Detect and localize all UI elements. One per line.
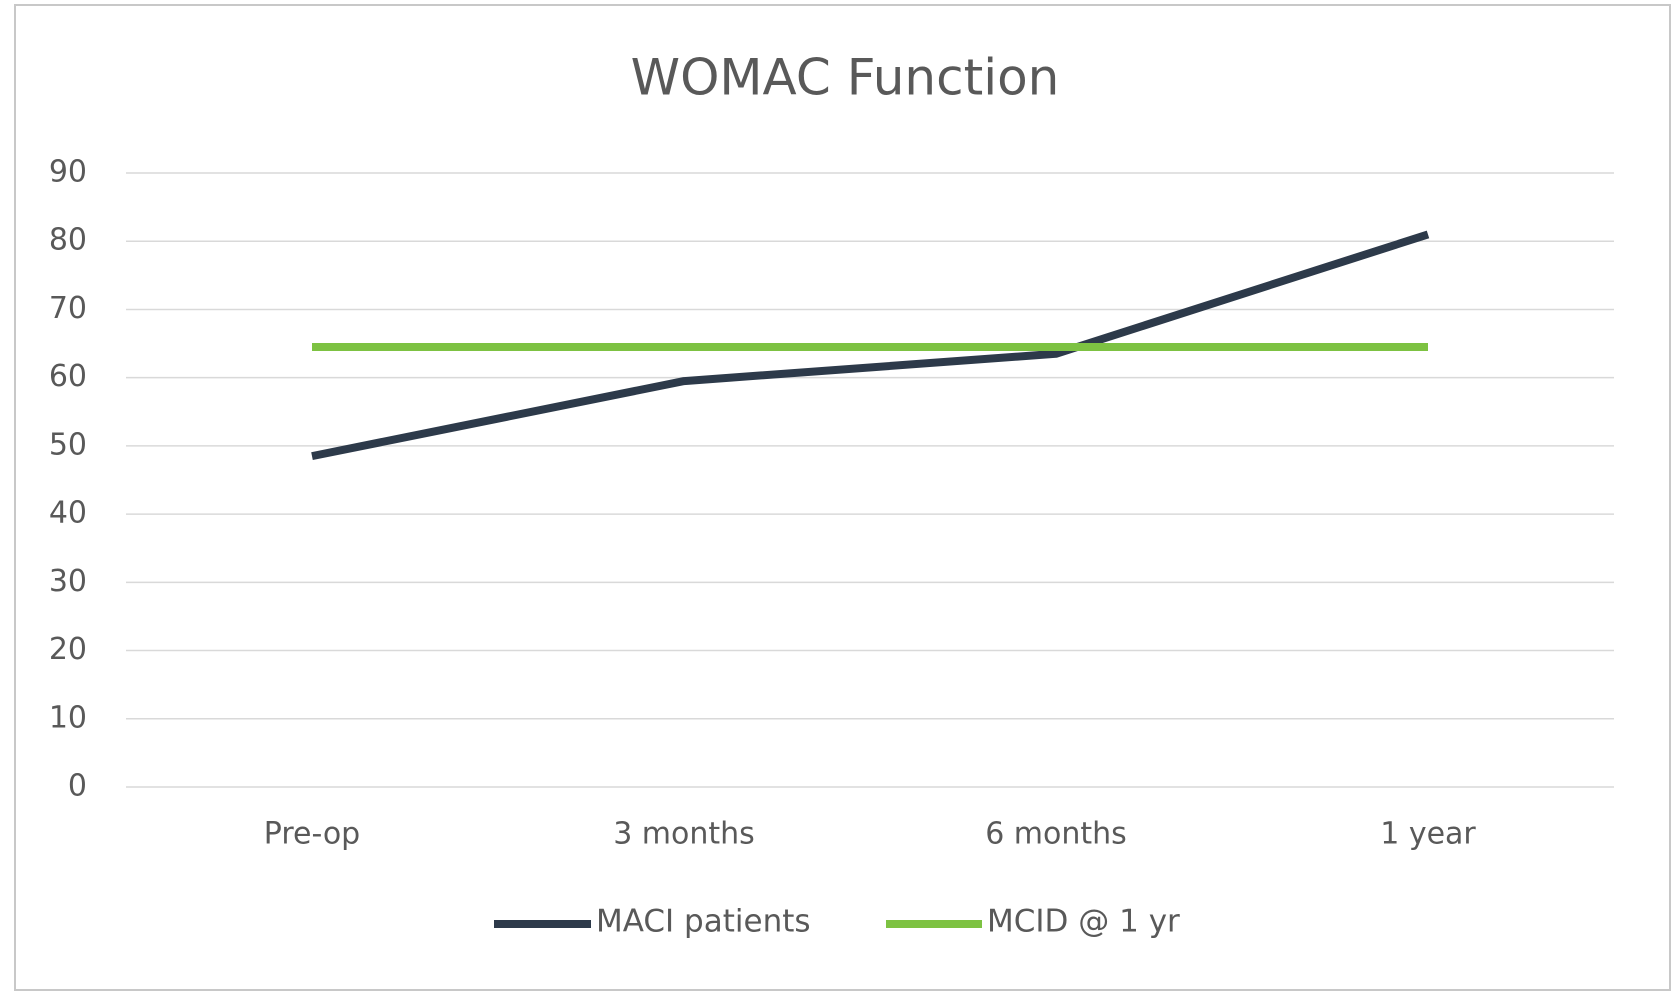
- y-tick-label: 90: [49, 155, 87, 190]
- chart-title: WOMAC Function: [631, 49, 1060, 107]
- x-tick-label: 1 year: [1380, 817, 1476, 852]
- legend-label: MACI patients: [596, 904, 811, 940]
- chart-frame: [14, 4, 1671, 991]
- x-tick-label: Pre-op: [264, 817, 360, 852]
- x-tick-label: 6 months: [985, 817, 1127, 852]
- y-tick-label: 10: [49, 700, 87, 735]
- y-tick-label: 30: [49, 564, 87, 599]
- y-tick-label: 70: [49, 291, 87, 326]
- y-tick-label: 40: [49, 496, 87, 531]
- y-tick-label: 60: [49, 359, 87, 394]
- y-tick-label: 0: [68, 769, 87, 804]
- data-line: [311, 230, 1430, 461]
- y-tick-label: 20: [49, 632, 87, 667]
- y-tick-label: 50: [49, 427, 87, 462]
- x-tick-label: 3 months: [613, 817, 755, 852]
- legend-label: MCID @ 1 yr: [987, 904, 1180, 940]
- y-tick-label: 80: [49, 223, 87, 258]
